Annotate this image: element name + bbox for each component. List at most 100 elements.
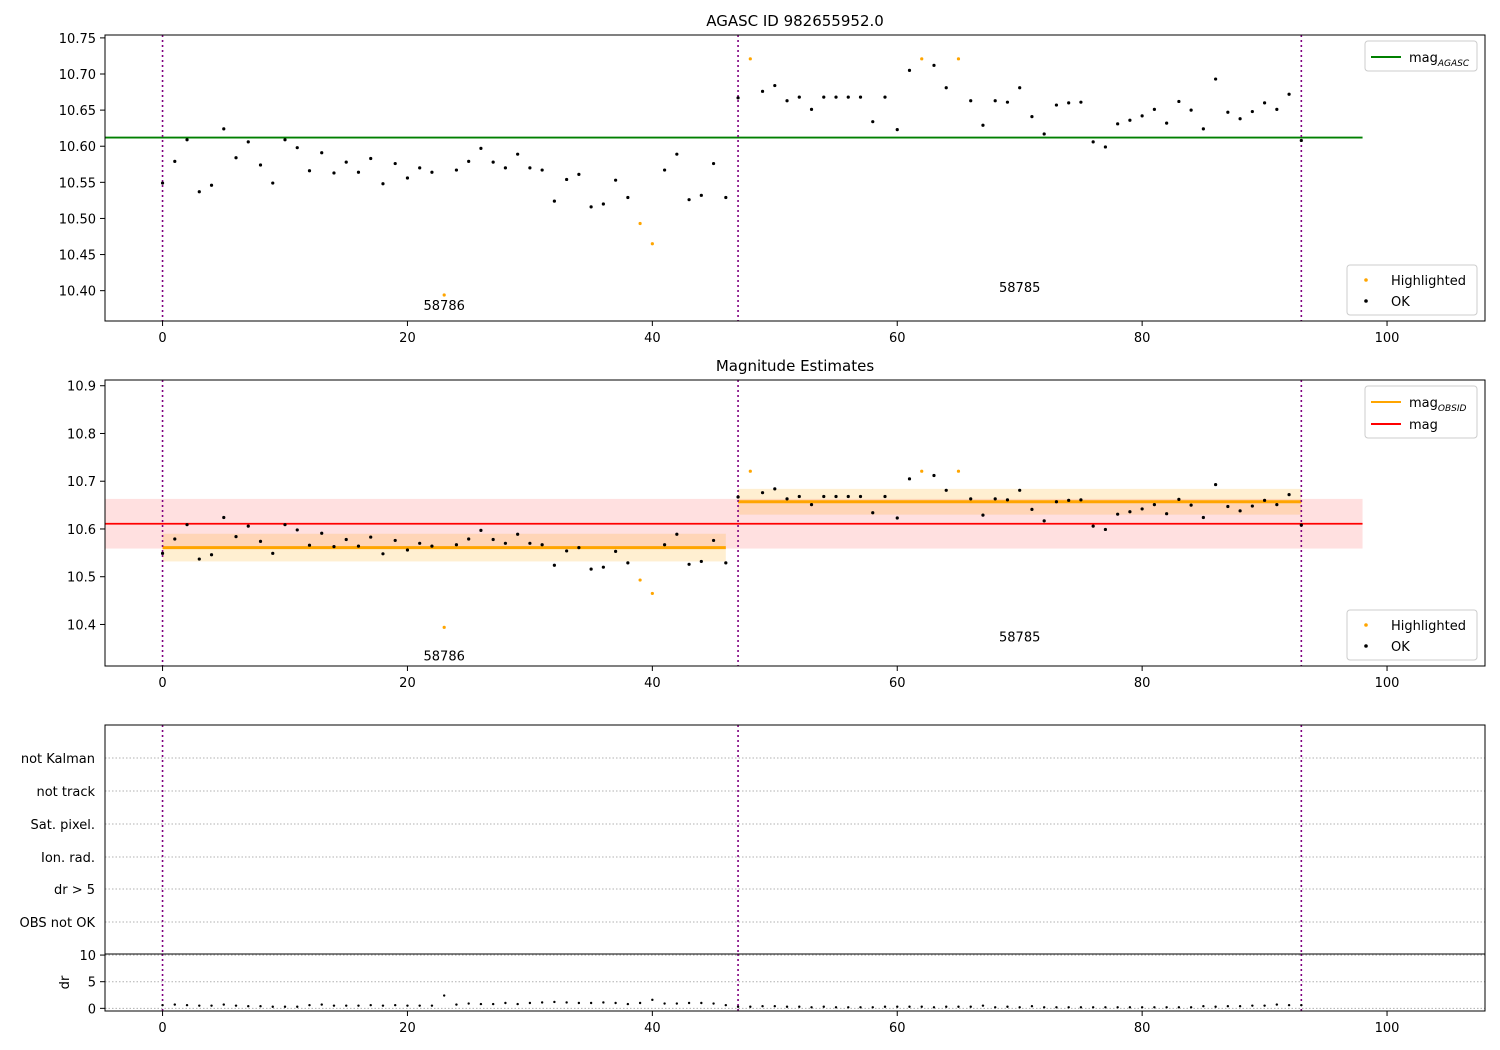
ok-point (896, 516, 899, 519)
ok-point (394, 162, 397, 165)
ok-point (736, 495, 739, 498)
ok-point (1079, 498, 1082, 501)
ok-point (455, 543, 458, 546)
ok-point (724, 561, 727, 564)
ok-point (1153, 503, 1156, 506)
dr-point (418, 1004, 420, 1006)
ok-point (614, 179, 617, 182)
ok-point (1128, 119, 1131, 122)
flag-label: Ion. rad. (41, 851, 95, 866)
ok-point (467, 537, 470, 540)
dr-point (223, 1003, 225, 1005)
legend-box (1347, 610, 1477, 660)
chart-title: Magnitude Estimates (716, 357, 874, 375)
dr-point (737, 1006, 739, 1008)
ok-point (994, 99, 997, 102)
dr-point (933, 1006, 935, 1008)
dr-point (1141, 1006, 1143, 1008)
ok-point (1190, 109, 1193, 112)
highlighted-point (749, 57, 752, 60)
dr-point (957, 1006, 959, 1008)
ok-point (161, 552, 164, 555)
ok-point (479, 529, 482, 532)
dr-point (639, 1002, 641, 1004)
ok-point (271, 181, 274, 184)
x-tick-label: 20 (399, 1021, 416, 1036)
ok-point (1165, 512, 1168, 515)
ok-point (1287, 93, 1290, 96)
legend-label: OK (1391, 295, 1410, 310)
x-tick-label: 0 (158, 676, 166, 691)
x-tick-label: 100 (1375, 331, 1400, 346)
dr-point (1080, 1006, 1082, 1008)
agasc-light-curve-panel: AGASC ID 982655952.0 58786 58785 0 20 40 60 80 1… (59, 12, 1485, 346)
dr-point (970, 1006, 972, 1008)
ok-point (247, 140, 250, 143)
dr-point (578, 1002, 580, 1004)
y-tick-label: 10 (79, 949, 96, 964)
dr-point (994, 1006, 996, 1008)
highlighted-point (651, 592, 654, 595)
ok-point (271, 552, 274, 555)
ok-point (1275, 108, 1278, 111)
legend-label: OK (1391, 640, 1410, 655)
ok-point (210, 553, 213, 556)
dr-point (1165, 1006, 1167, 1008)
dr-point (370, 1004, 372, 1006)
obsid-label: 58785 (999, 281, 1040, 296)
ok-point (516, 153, 519, 156)
axes-frame (105, 954, 1485, 1011)
y-tick-label: 5 (88, 976, 96, 991)
x-tick-label: 60 (889, 331, 906, 346)
ok-point (332, 171, 335, 174)
ok-point (1104, 528, 1107, 531)
ok-point (1030, 115, 1033, 118)
ok-point (1092, 525, 1095, 528)
ok-point (1128, 510, 1131, 513)
ok-point (234, 535, 237, 538)
dr-point (1251, 1004, 1253, 1006)
ok-point (700, 194, 703, 197)
ok-point (565, 178, 568, 181)
dr-point (1092, 1006, 1094, 1008)
y-tick-label: 10.50 (59, 212, 96, 227)
dr-point (761, 1005, 763, 1007)
dr-point (553, 1001, 555, 1003)
ok-point (577, 173, 580, 176)
x-tick-label: 80 (1134, 331, 1151, 346)
highlighted-point (639, 222, 642, 225)
ok-point (1165, 122, 1168, 125)
dr-point (945, 1006, 947, 1008)
ok-point (712, 162, 715, 165)
dr-point (492, 1003, 494, 1005)
ok-point (981, 124, 984, 127)
y-tick-label: 10.7 (67, 475, 96, 490)
y-tick-label: 10.75 (59, 32, 96, 47)
ok-point (896, 128, 899, 131)
dr-point (565, 1001, 567, 1003)
flag-label: not track (36, 785, 95, 800)
ok-point (859, 96, 862, 99)
dr-point (835, 1006, 837, 1008)
ok-point (847, 495, 850, 498)
dr-point (590, 1002, 592, 1004)
ok-point (675, 533, 678, 536)
ok-point (430, 171, 433, 174)
ok-point (1030, 508, 1033, 511)
ok-point (1226, 505, 1229, 508)
ok-point (234, 156, 237, 159)
dr-point (1129, 1006, 1131, 1008)
legend-box (1347, 265, 1477, 315)
x-tick-label: 0 (158, 1021, 166, 1036)
dr-point (810, 1006, 812, 1008)
ok-point (969, 497, 972, 500)
ok-point (822, 495, 825, 498)
ok-point (810, 108, 813, 111)
ok-point (553, 564, 556, 567)
x-tick-label: 80 (1134, 1021, 1151, 1036)
obsid-label: 58786 (424, 299, 465, 314)
ok-point (663, 168, 666, 171)
y-tick-label: 10.65 (59, 104, 96, 119)
flag-label: dr > 5 (54, 883, 95, 898)
